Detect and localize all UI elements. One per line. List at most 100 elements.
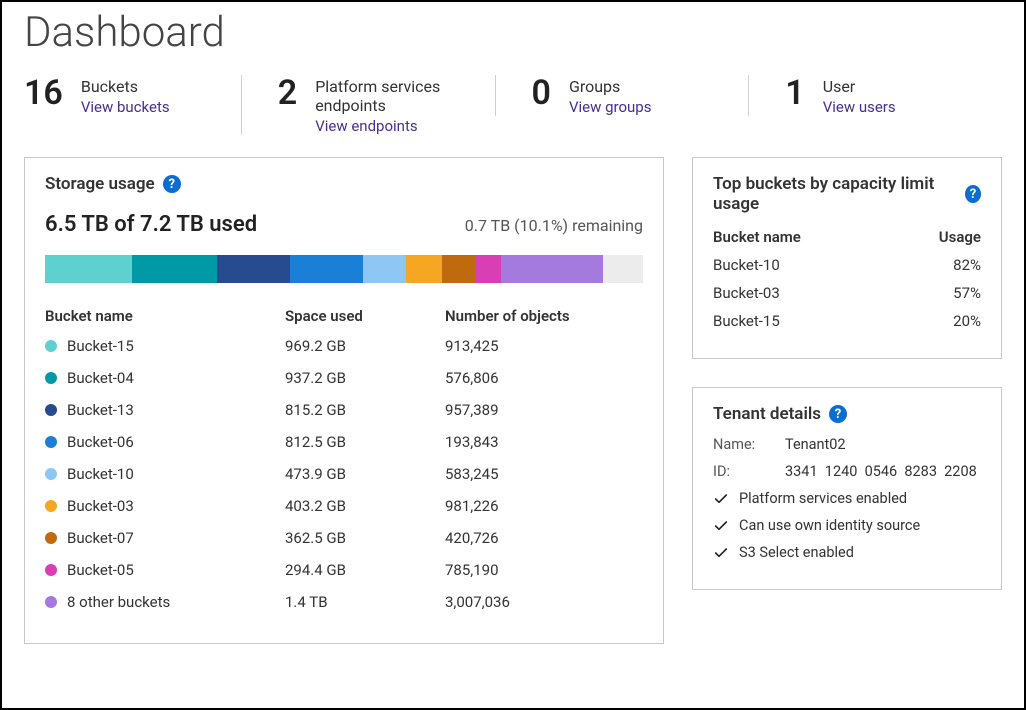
table-row: Bucket-06 812.5 GB193,843 xyxy=(45,433,643,451)
object-count: 193,843 xyxy=(445,433,643,451)
space-used: 294.4 GB xyxy=(285,561,445,579)
storage-usage-bar xyxy=(45,255,643,283)
storage-bar-segment xyxy=(217,255,291,283)
check-icon xyxy=(713,491,729,507)
object-count: 785,190 xyxy=(445,561,643,579)
col-usage: Usage xyxy=(939,228,981,246)
storage-bar-segment xyxy=(442,255,475,283)
bucket-color-bullet xyxy=(45,564,57,576)
table-row: Bucket-10 473.9 GB583,245 xyxy=(45,465,643,483)
tenant-feature: S3 Select enabled xyxy=(713,544,981,561)
table-row: Bucket-15969.2 GB913,425 xyxy=(45,337,643,355)
tenant-feature: Can use own identity source xyxy=(713,517,981,534)
stat-buckets: 16 Buckets View buckets xyxy=(24,75,241,116)
tenant-name-value: Tenant02 xyxy=(785,436,846,453)
table-row: Bucket-03403.2 GB981,226 xyxy=(45,497,643,515)
stat-users: 1 User View users xyxy=(748,75,1002,116)
storage-bar-segment xyxy=(406,255,442,283)
bucket-name: Bucket-03 xyxy=(713,284,780,302)
space-used: 937.2 GB xyxy=(285,369,445,387)
tenant-feature: Platform services enabled xyxy=(713,490,981,507)
object-count: 583,245 xyxy=(445,465,643,483)
bucket-name: 8 other buckets xyxy=(67,593,170,611)
space-used: 969.2 GB xyxy=(285,337,445,355)
view-users-link[interactable]: View users xyxy=(823,98,896,116)
check-icon xyxy=(713,545,729,561)
tenant-feature-text: Can use own identity source xyxy=(739,517,920,534)
tenant-details-card: Tenant details ? Name: Tenant02 ID: 3341… xyxy=(692,387,1002,590)
stat-groups-label: Groups xyxy=(569,77,652,96)
object-count: 576,806 xyxy=(445,369,643,387)
usage-pct: 20% xyxy=(953,312,981,330)
object-count: 957,389 xyxy=(445,401,643,419)
table-row: Bucket-05294.4 GB785,190 xyxy=(45,561,643,579)
bucket-color-bullet xyxy=(45,468,57,480)
storage-bar-segment xyxy=(501,255,603,283)
storage-remaining-text: 0.7 TB (10.1%) remaining xyxy=(465,216,643,235)
space-used: 362.5 GB xyxy=(285,529,445,547)
stat-buckets-label: Buckets xyxy=(81,77,170,96)
table-row: Bucket-04 937.2 GB576,806 xyxy=(45,369,643,387)
col-bucket-name: Bucket name xyxy=(45,307,285,325)
storage-bar-segment xyxy=(603,255,643,283)
storage-bar-segment xyxy=(363,255,405,283)
tenant-feature-text: Platform services enabled xyxy=(739,490,907,507)
space-used: 815.2 GB xyxy=(285,401,445,419)
space-used: 403.2 GB xyxy=(285,497,445,515)
view-endpoints-link[interactable]: View endpoints xyxy=(315,117,486,135)
bucket-color-bullet xyxy=(45,372,57,384)
stat-buckets-count: 16 xyxy=(24,75,63,112)
tenant-id-label: ID: xyxy=(713,463,785,480)
bucket-name: Bucket-13 xyxy=(67,401,134,419)
tenant-id-value: 3341 1240 0546 8283 2208 xyxy=(785,463,977,480)
storage-bar-segment xyxy=(132,255,216,283)
table-row: Bucket-1520% xyxy=(713,312,981,330)
stat-users-label: User xyxy=(823,77,896,96)
stat-endpoints-label: Platform services endpoints xyxy=(315,77,486,115)
bucket-color-bullet xyxy=(45,500,57,512)
table-row: Bucket-1082% xyxy=(713,256,981,274)
table-row: 8 other buckets1.4 TB3,007,036 xyxy=(45,593,643,611)
storage-usage-text: 6.5 TB of 7.2 TB used xyxy=(45,212,257,237)
stat-endpoints-count: 2 xyxy=(278,75,297,112)
space-used: 812.5 GB xyxy=(285,433,445,451)
storage-usage-card: Storage usage ? 6.5 TB of 7.2 TB used 0.… xyxy=(24,157,664,644)
col-space-used: Space used xyxy=(285,307,445,325)
table-row: Bucket-07362.5 GB420,726 xyxy=(45,529,643,547)
bucket-name: Bucket-04 xyxy=(67,369,134,387)
bucket-color-bullet xyxy=(45,404,57,416)
bucket-name: Bucket-06 xyxy=(67,433,134,451)
help-icon[interactable]: ? xyxy=(163,175,181,193)
bucket-color-bullet xyxy=(45,340,57,352)
bucket-name: Bucket-07 xyxy=(67,529,134,547)
top-buckets-card: Top buckets by capacity limit usage ? Bu… xyxy=(692,157,1002,359)
object-count: 981,226 xyxy=(445,497,643,515)
object-count: 913,425 xyxy=(445,337,643,355)
check-icon xyxy=(713,518,729,534)
help-icon[interactable]: ? xyxy=(965,185,981,203)
view-groups-link[interactable]: View groups xyxy=(569,98,652,116)
stat-users-count: 1 xyxy=(785,75,804,112)
help-icon[interactable]: ? xyxy=(829,405,847,423)
bucket-color-bullet xyxy=(45,596,57,608)
stat-groups: 0 Groups View groups xyxy=(495,75,749,116)
storage-usage-heading: Storage usage xyxy=(45,174,155,194)
stat-groups-count: 0 xyxy=(532,75,551,112)
space-used: 1.4 TB xyxy=(285,593,445,611)
space-used: 473.9 GB xyxy=(285,465,445,483)
usage-pct: 82% xyxy=(953,256,981,274)
bucket-name: Bucket-10 xyxy=(67,465,134,483)
tenant-name-label: Name: xyxy=(713,436,785,453)
top-buckets-heading: Top buckets by capacity limit usage xyxy=(713,174,957,214)
view-buckets-link[interactable]: View buckets xyxy=(81,98,170,116)
tenant-details-heading: Tenant details xyxy=(713,404,821,424)
storage-bar-segment xyxy=(45,255,132,283)
storage-table-header: Bucket name Space used Number of objects xyxy=(45,307,643,325)
storage-bar-segment xyxy=(290,255,363,283)
page-title: Dashboard xyxy=(24,8,1002,57)
col-number-objects: Number of objects xyxy=(445,307,643,325)
summary-stats: 16 Buckets View buckets 2 Platform servi… xyxy=(24,75,1002,135)
col-bucket-name: Bucket name xyxy=(713,228,801,246)
tenant-feature-text: S3 Select enabled xyxy=(739,544,854,561)
stat-endpoints: 2 Platform services endpoints View endpo… xyxy=(241,75,495,135)
